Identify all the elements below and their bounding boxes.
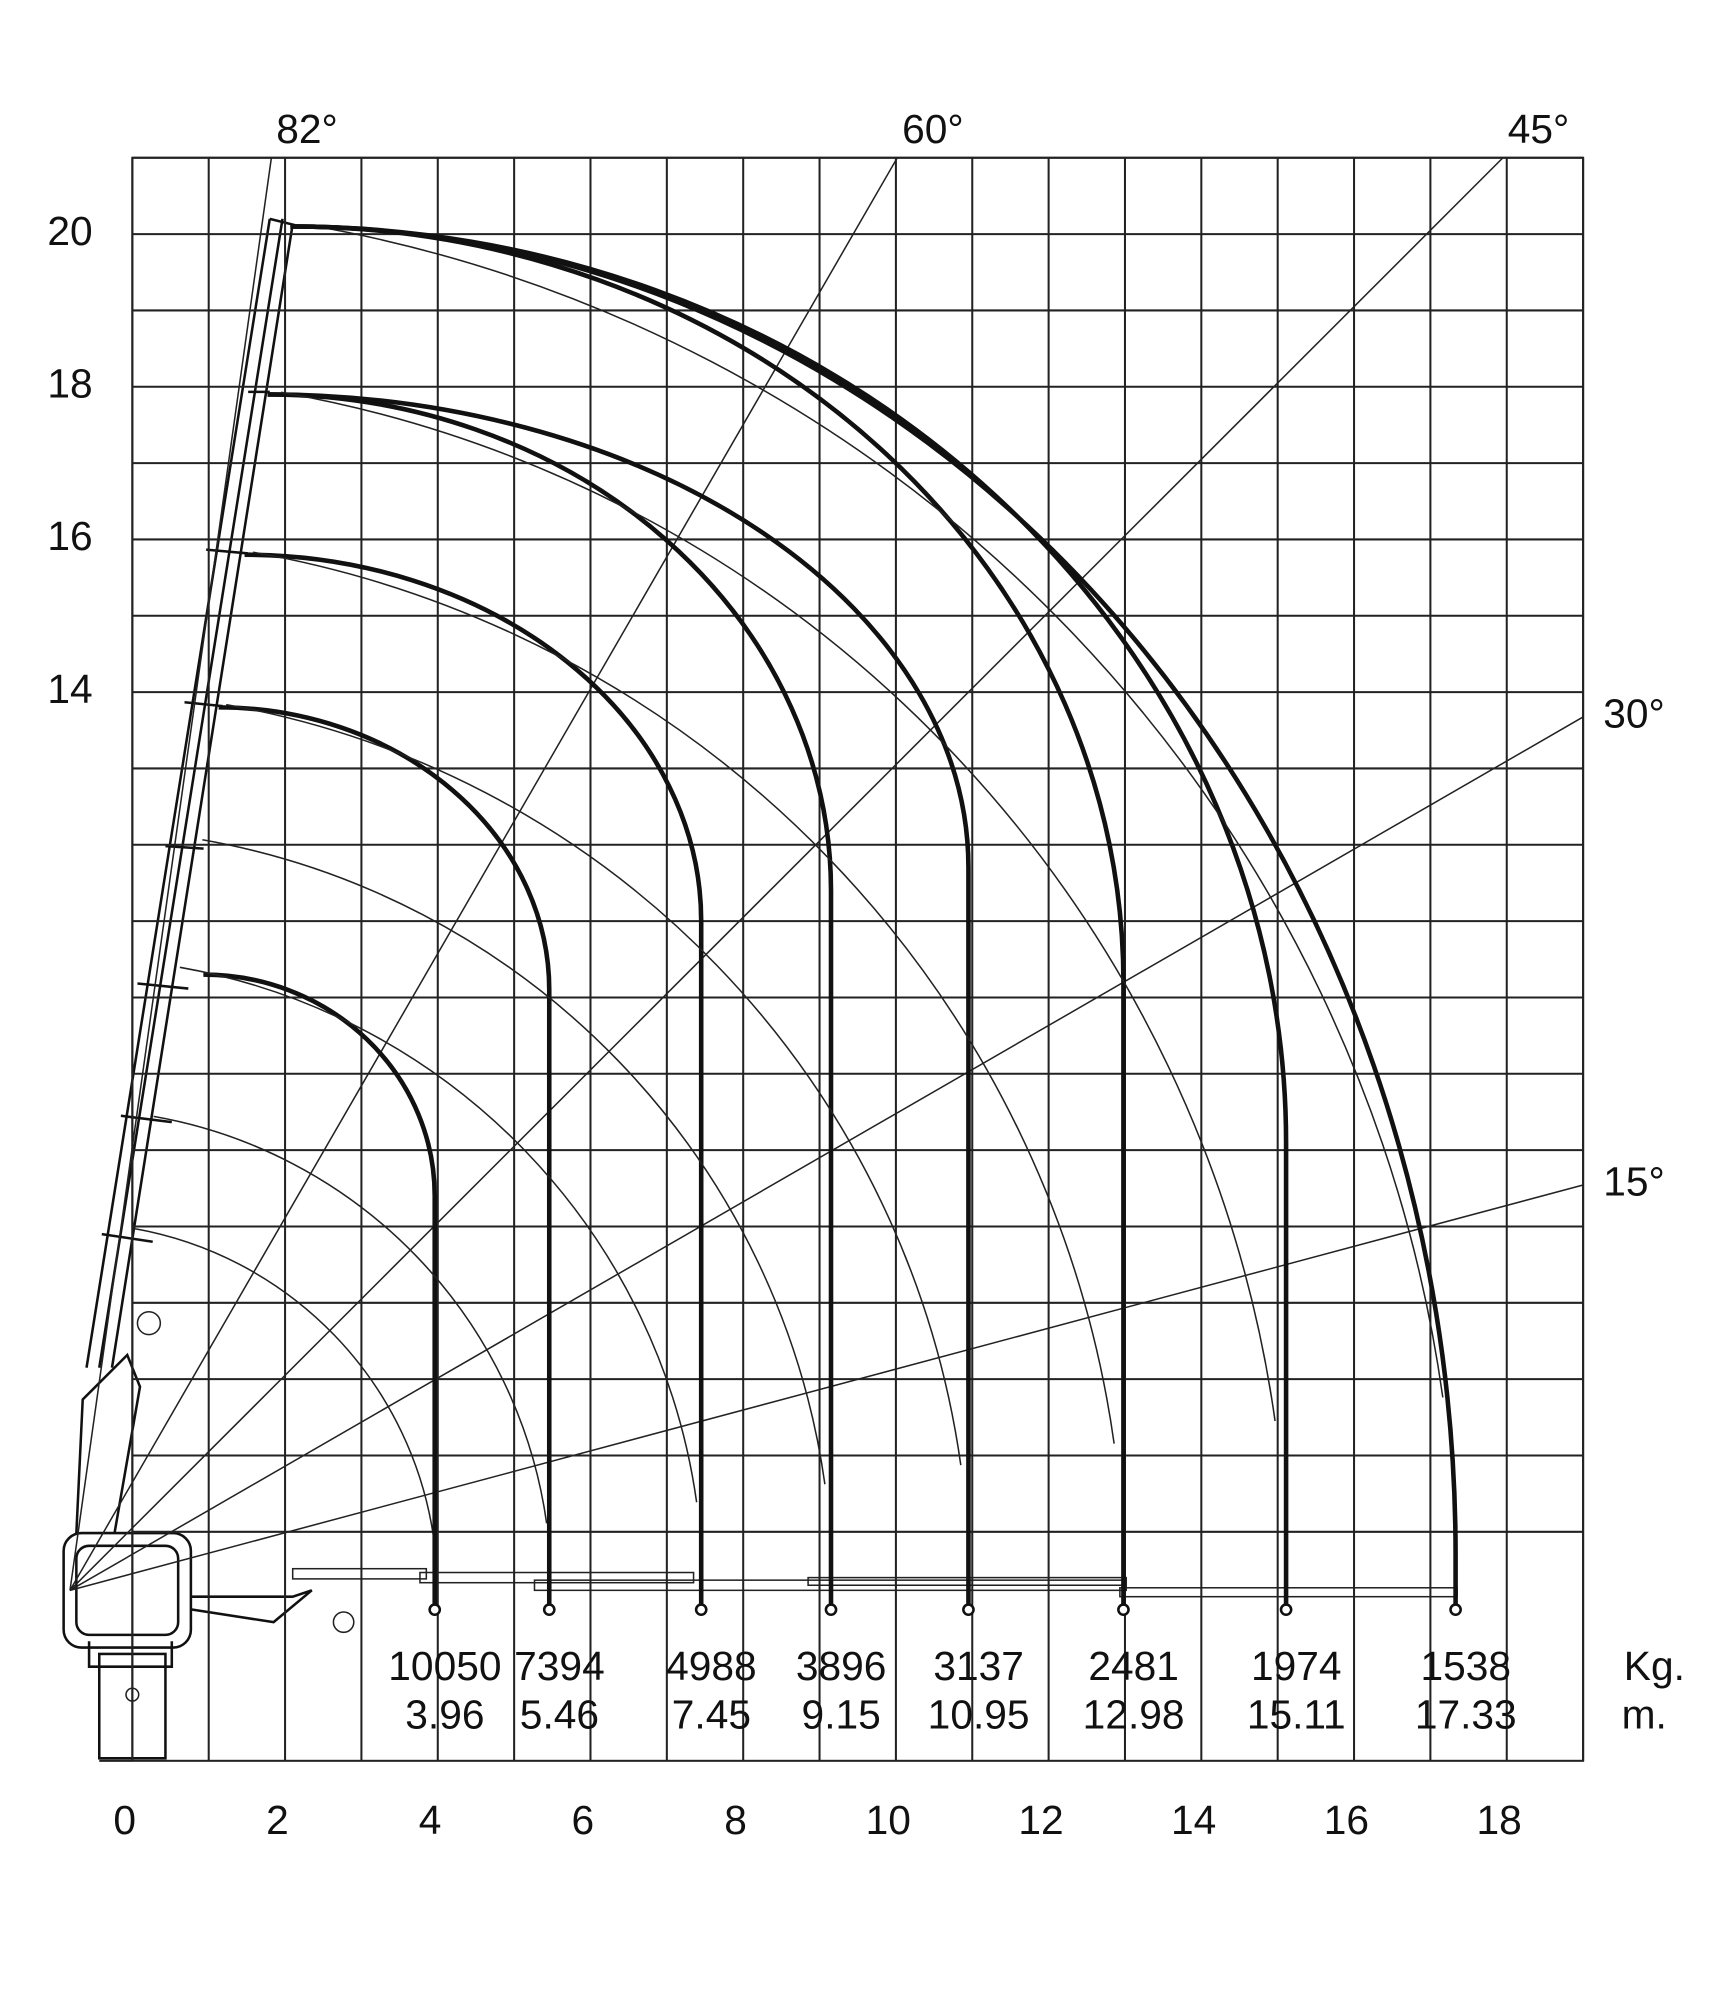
radius-point: [1279, 1603, 1293, 1617]
angle-ray: [69, 716, 1584, 1591]
x-tick-label: 4: [419, 1797, 442, 1843]
radius-arc: [226, 703, 962, 1466]
radius-label: 9.15: [802, 1691, 881, 1737]
radius-point: [542, 1603, 556, 1617]
radius-label: 12.98: [1083, 1691, 1185, 1737]
load-label: 2481: [1088, 1643, 1179, 1689]
radius-point: [694, 1603, 708, 1617]
radius-label: 7.45: [672, 1691, 751, 1737]
load-envelope: [290, 224, 1126, 1610]
load-label: 4988: [666, 1643, 757, 1689]
radius-arc: [252, 551, 1115, 1444]
radius-arc: [153, 1115, 548, 1524]
radius-arc: [310, 224, 1444, 1398]
x-tick-label: 10: [866, 1797, 911, 1843]
load-label: 7394: [514, 1643, 605, 1689]
x-tick-label: 0: [113, 1797, 136, 1843]
radius-point: [1117, 1603, 1130, 1617]
load-label: 3137: [933, 1643, 1024, 1689]
load-envelope: [290, 224, 1289, 1610]
angle-ray: [69, 157, 273, 1591]
load-envelope: [267, 392, 971, 1610]
y-tick-label: 20: [47, 208, 92, 254]
radius-label: 17.33: [1415, 1691, 1517, 1737]
angle-label: 30°: [1603, 691, 1665, 737]
angle-label: 60°: [902, 106, 964, 152]
x-tick-label: 16: [1324, 1797, 1369, 1843]
x-tick-label: 6: [572, 1797, 595, 1843]
load-envelope: [218, 705, 552, 1610]
load-envelope: [290, 224, 1458, 1610]
radius-point: [824, 1603, 838, 1617]
load-label: 3896: [796, 1643, 887, 1689]
radius-arc: [133, 1227, 435, 1540]
x-tick-label: 12: [1018, 1797, 1063, 1843]
radius-arc: [179, 966, 698, 1503]
y-tick-label: 14: [47, 666, 92, 712]
load-envelope: [244, 552, 704, 1610]
angle-label: 15°: [1603, 1159, 1665, 1205]
radius-arc: [202, 839, 826, 1485]
angle-label: 82°: [276, 106, 338, 152]
angle-ray: [69, 157, 898, 1591]
radius-point: [1449, 1603, 1462, 1617]
plot-border: [131, 156, 1585, 1762]
angle-label: 45°: [1508, 106, 1570, 152]
radius-point: [428, 1603, 442, 1617]
load-label: 10050: [388, 1643, 501, 1689]
boom: [85, 217, 296, 1368]
x-tick-label: 8: [724, 1797, 747, 1843]
radius-unit: m.: [1622, 1691, 1667, 1737]
x-tick-label: 18: [1476, 1797, 1521, 1843]
load-unit: Kg.: [1624, 1643, 1685, 1689]
radius-label: 15.11: [1247, 1691, 1346, 1737]
angle-ray: [69, 1184, 1584, 1592]
radius-label: 3.96: [405, 1691, 484, 1737]
radius-label: 5.46: [520, 1691, 599, 1737]
radius-point: [962, 1603, 975, 1617]
load-label: 1538: [1420, 1643, 1511, 1689]
y-tick-label: 16: [47, 513, 92, 559]
radius-arc: [281, 391, 1276, 1422]
x-tick-label: 2: [266, 1797, 289, 1843]
radius-label: 10.95: [928, 1691, 1030, 1737]
load-envelope: [203, 972, 438, 1610]
x-tick-label: 14: [1171, 1797, 1216, 1843]
load-label: 1974: [1251, 1643, 1342, 1689]
y-tick-label: 18: [47, 361, 92, 407]
load-envelope: [267, 392, 834, 1610]
angle-ray: [69, 157, 1504, 1591]
